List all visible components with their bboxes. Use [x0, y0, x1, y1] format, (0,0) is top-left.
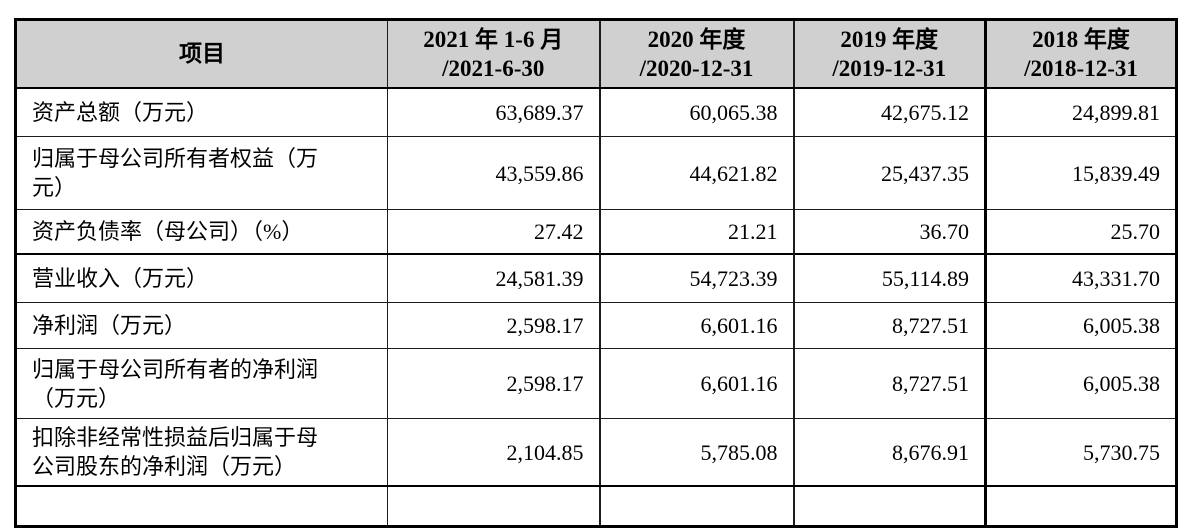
row-label: 净利润（万元）: [15, 302, 388, 349]
cell-value: 2,598.17: [387, 302, 600, 349]
table-row-parent-equity: 归属于母公司所有者权益（万 元） 43,559.86 44,621.82 25,…: [15, 136, 1177, 210]
cell-value: 2,598.17: [387, 348, 600, 419]
cell-value: 8,727.51: [792, 348, 986, 419]
cell-value: 2,104.85: [387, 418, 600, 487]
row-label: 资产负债率（母公司）（%）: [15, 209, 388, 254]
cell-value: 25,437.35: [792, 136, 986, 210]
header-period-2019: 2019 年度 /2019-12-31: [792, 19, 986, 89]
cell-value: 6,601.16: [598, 302, 794, 349]
row-label: 扣除非经常性损益后归属于母 公司股东的净利润（万元）: [15, 418, 388, 487]
cell-value: 5,730.75: [984, 418, 1177, 487]
table-row-debt-ratio: 资产负债率（母公司）（%） 27.42 21.21 36.70 25.70: [15, 209, 1177, 254]
table-row-revenue: 营业收入（万元） 24,581.39 54,723.39 55,114.89 4…: [15, 252, 1177, 303]
header-period-2021: 2021 年 1-6 月 /2021-6-30: [387, 19, 600, 89]
cell-value: 60,065.38: [598, 87, 794, 137]
cell-value: 21.21: [598, 209, 794, 254]
cell-value: 24,899.81: [984, 87, 1177, 137]
cell-value: 43,559.86: [387, 136, 600, 210]
cell-value: 6,601.16: [598, 348, 794, 419]
cell-empty: [984, 485, 1177, 526]
cell-value: 36.70: [792, 209, 986, 254]
table-row-clipped: [15, 485, 1177, 526]
cell-value: 8,727.51: [792, 302, 986, 349]
table-row-parent-net-profit: 归属于母公司所有者的净利润 （万元） 2,598.17 6,601.16 8,7…: [15, 348, 1177, 419]
row-label-empty: [15, 485, 388, 526]
cell-value: 6,005.38: [984, 302, 1177, 349]
header-period-2018: 2018 年度 /2018-12-31: [984, 19, 1177, 89]
cell-value: 15,839.49: [984, 136, 1177, 210]
cell-value: 55,114.89: [792, 252, 986, 303]
cell-value: 5,785.08: [598, 418, 794, 487]
table-row-net-profit: 净利润（万元） 2,598.17 6,601.16 8,727.51 6,005…: [15, 302, 1177, 349]
cell-value: 25.70: [984, 209, 1177, 254]
cell-value: 8,676.91: [792, 418, 986, 487]
financial-summary-table: 项目 2021 年 1-6 月 /2021-6-30 2020 年度 /2020…: [14, 18, 1178, 528]
cell-value: 42,675.12: [792, 87, 986, 137]
cell-value: 27.42: [387, 209, 600, 254]
cell-empty: [387, 485, 600, 526]
cell-value: 43,331.70: [984, 252, 1177, 303]
table-row-total-assets: 资产总额（万元） 63,689.37 60,065.38 42,675.12 2…: [15, 87, 1177, 137]
row-label: 营业收入（万元）: [15, 252, 388, 303]
cell-empty: [792, 485, 986, 526]
row-label: 归属于母公司所有者的净利润 （万元）: [15, 348, 388, 419]
cell-value: 44,621.82: [598, 136, 794, 210]
row-label: 资产总额（万元）: [15, 87, 388, 137]
cell-value: 63,689.37: [387, 87, 600, 137]
table-row-deducted-net-profit: 扣除非经常性损益后归属于母 公司股东的净利润（万元） 2,104.85 5,78…: [15, 418, 1177, 487]
cell-value: 6,005.38: [984, 348, 1177, 419]
document-page: 项目 2021 年 1-6 月 /2021-6-30 2020 年度 /2020…: [14, 18, 1178, 528]
cell-empty: [598, 485, 794, 526]
header-row: 项目 2021 年 1-6 月 /2021-6-30 2020 年度 /2020…: [15, 19, 1177, 89]
row-label: 归属于母公司所有者权益（万 元）: [15, 136, 388, 210]
header-item: 项目: [15, 19, 388, 89]
cell-value: 24,581.39: [387, 252, 600, 303]
cell-value: 54,723.39: [598, 252, 794, 303]
header-period-2020: 2020 年度 /2020-12-31: [598, 19, 794, 89]
